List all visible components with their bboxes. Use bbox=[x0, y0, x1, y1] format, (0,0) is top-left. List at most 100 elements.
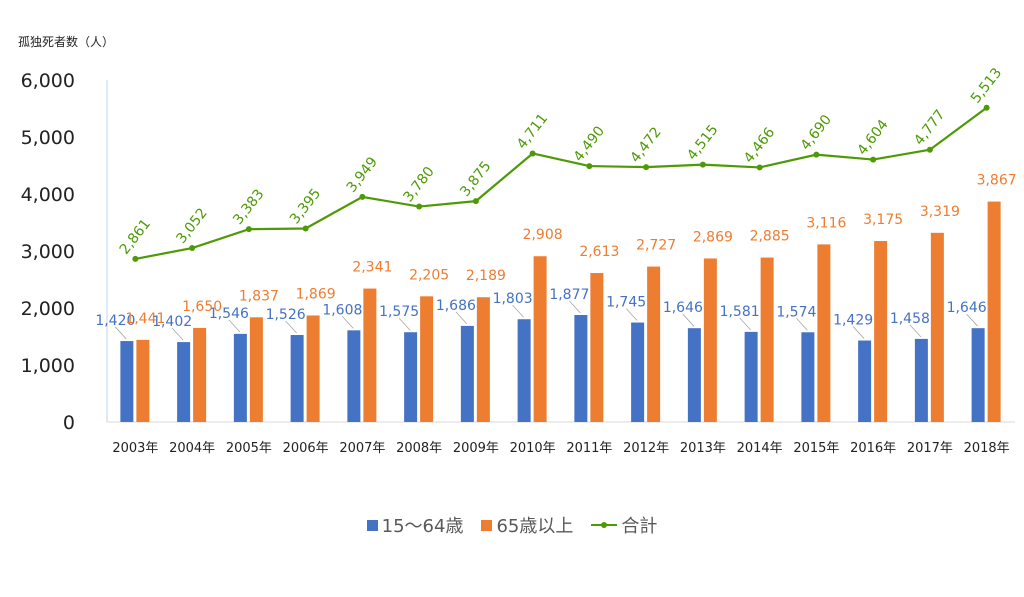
bar-young bbox=[347, 330, 361, 422]
legend-item-young: 15～64歳 bbox=[366, 512, 464, 538]
data-label-elderly: 2,613 bbox=[579, 244, 619, 260]
leader-line bbox=[852, 326, 865, 339]
data-label-elderly: 1,837 bbox=[239, 288, 279, 304]
data-label-total: 4,515 bbox=[684, 122, 721, 163]
data-label-total: 4,711 bbox=[514, 111, 551, 152]
bar-elderly bbox=[874, 241, 888, 422]
point-total bbox=[643, 164, 650, 171]
data-label-total: 4,490 bbox=[571, 123, 608, 164]
bar-young bbox=[971, 328, 985, 422]
x-tick-label: 2005年 bbox=[226, 441, 272, 456]
x-tick-label: 2007年 bbox=[339, 441, 385, 456]
data-label-young: 1,646 bbox=[663, 300, 703, 316]
bar-elderly bbox=[760, 257, 774, 422]
bar-elderly bbox=[136, 339, 150, 422]
bar-elderly bbox=[476, 297, 490, 422]
data-label-young: 1,803 bbox=[493, 291, 533, 307]
bar-elderly bbox=[306, 315, 320, 422]
data-label-young: 1,608 bbox=[322, 302, 362, 318]
point-total bbox=[416, 203, 423, 210]
point-total bbox=[699, 161, 706, 168]
y-tick-label: 4,000 bbox=[21, 184, 75, 206]
point-total bbox=[245, 226, 252, 233]
point-total bbox=[870, 156, 877, 163]
bar-elderly bbox=[533, 256, 547, 422]
data-label-elderly: 1,441 bbox=[125, 311, 165, 327]
leader-line bbox=[171, 327, 184, 341]
bar-elderly bbox=[363, 288, 377, 422]
legend-swatch bbox=[481, 519, 493, 531]
bar-young bbox=[574, 315, 588, 422]
legend-swatch bbox=[366, 519, 378, 531]
data-label-young: 1,745 bbox=[606, 295, 646, 311]
x-tick-label: 2004年 bbox=[169, 441, 215, 456]
data-label-young: 1,429 bbox=[833, 313, 873, 329]
legend-line-marker bbox=[591, 522, 618, 528]
data-label-young: 1,574 bbox=[776, 304, 816, 320]
y-tick-label: 0 bbox=[63, 412, 75, 434]
point-total bbox=[359, 193, 366, 200]
bar-elderly bbox=[193, 327, 207, 422]
bar-young bbox=[801, 332, 815, 422]
point-total bbox=[529, 150, 536, 157]
bar-young bbox=[404, 332, 418, 422]
point-total bbox=[926, 146, 933, 153]
x-tick-label: 2014年 bbox=[737, 441, 783, 456]
bar-elderly bbox=[930, 232, 944, 422]
bar-elderly bbox=[647, 266, 661, 422]
data-label-young: 1,575 bbox=[379, 304, 419, 320]
bar-young bbox=[177, 342, 191, 422]
point-total bbox=[472, 198, 479, 205]
x-tick-label: 2016年 bbox=[850, 441, 896, 456]
point-total bbox=[302, 225, 309, 232]
bar-young bbox=[233, 333, 247, 422]
data-label-total: 3,052 bbox=[173, 205, 210, 246]
leader-line bbox=[115, 326, 127, 340]
data-label-total: 4,466 bbox=[741, 125, 778, 167]
legend: 15～64歳 65歳以上 合計 bbox=[0, 512, 1024, 538]
data-label-total: 4,604 bbox=[854, 117, 891, 159]
data-label-elderly: 1,869 bbox=[296, 286, 336, 302]
data-label-elderly: 2,869 bbox=[693, 229, 733, 245]
bar-elderly bbox=[817, 244, 831, 422]
y-tick-label: 1,000 bbox=[21, 355, 75, 377]
bar-elderly bbox=[703, 258, 717, 422]
x-tick-label: 2008年 bbox=[396, 441, 442, 456]
leader-line bbox=[455, 311, 468, 325]
data-label-elderly: 3,116 bbox=[806, 215, 846, 231]
y-tick-label: 6,000 bbox=[21, 70, 75, 92]
point-total bbox=[132, 255, 139, 262]
point-total bbox=[586, 163, 593, 170]
bar-elderly bbox=[987, 201, 1001, 422]
data-label-young: 1,877 bbox=[549, 287, 589, 303]
leader-line bbox=[342, 316, 354, 329]
data-label-elderly: 2,189 bbox=[466, 268, 506, 284]
bar-young bbox=[460, 325, 474, 422]
x-tick-label: 2003年 bbox=[112, 441, 158, 456]
data-label-young: 1,420 bbox=[95, 313, 135, 329]
leader-line bbox=[796, 318, 808, 331]
x-tick-label: 2017年 bbox=[907, 441, 953, 456]
data-label-elderly: 2,205 bbox=[409, 267, 449, 283]
bar-young bbox=[744, 331, 758, 422]
bar-elderly bbox=[420, 296, 434, 422]
legend-item-elderly: 65歳以上 bbox=[481, 512, 573, 538]
data-label-total: 4,690 bbox=[798, 112, 835, 153]
bar-elderly bbox=[249, 317, 263, 422]
x-tick-label: 2009年 bbox=[453, 441, 499, 456]
data-label-total: 5,513 bbox=[968, 65, 1005, 106]
leader-line bbox=[682, 313, 695, 327]
data-label-total: 4,777 bbox=[911, 107, 948, 148]
legend-label: 合計 bbox=[621, 516, 658, 537]
leader-line bbox=[285, 320, 297, 334]
bar-young bbox=[914, 338, 928, 422]
leader-line bbox=[512, 304, 524, 318]
line-total bbox=[135, 106, 988, 261]
data-label-young: 1,526 bbox=[266, 307, 306, 323]
point-total bbox=[189, 245, 196, 252]
legend-label: 15～64歳 bbox=[381, 516, 464, 537]
leader-line bbox=[909, 324, 922, 338]
data-label-total: 2,861 bbox=[117, 216, 154, 257]
bar-young bbox=[858, 340, 872, 422]
